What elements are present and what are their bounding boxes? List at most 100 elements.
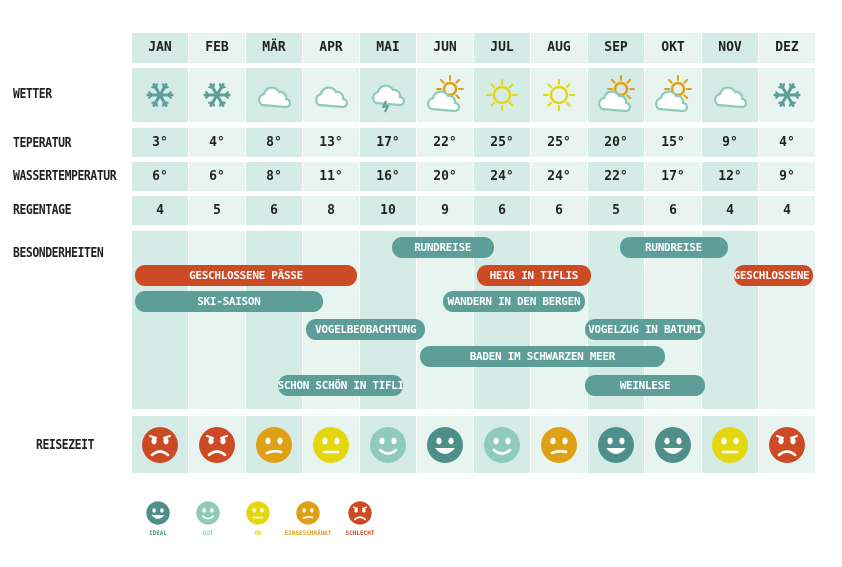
month-header-cell	[531, 33, 587, 63]
events-column	[759, 231, 815, 409]
legend-label: OK	[254, 530, 262, 537]
water-temperature-value: 24°	[490, 169, 514, 184]
water-temperature-value: 11°	[319, 169, 343, 184]
temperature-value-cell	[531, 128, 587, 157]
temperature-value: 3°	[152, 135, 168, 150]
event-bar: RUNDREISE	[619, 237, 728, 258]
rain-days-value-cell	[303, 196, 359, 225]
month-header-cell	[417, 33, 473, 63]
water-temperature-value-cell	[645, 162, 701, 191]
month-header-cell	[360, 33, 416, 63]
face-ok-icon	[311, 425, 351, 465]
face-schlecht-icon	[767, 425, 807, 465]
event-bar: SKI-SAISON	[135, 291, 323, 312]
rain-days-value: 4	[726, 203, 734, 218]
temperature-value-cell	[132, 128, 188, 157]
face-ideal-icon	[425, 425, 465, 465]
events-column	[474, 231, 530, 409]
temperature-value-cell	[588, 128, 644, 157]
month-header-cell	[645, 33, 701, 63]
face-gut-icon	[368, 425, 408, 465]
water-temperature-value-cell	[132, 162, 188, 191]
temperature-value: 9°	[722, 135, 738, 150]
month-header: NOV	[718, 40, 742, 55]
row-label-reisezeit: REISEZEIT	[36, 438, 95, 453]
month-header: DEZ	[775, 40, 799, 55]
rain-days-value: 5	[612, 203, 620, 218]
legend-label: IDEAL	[148, 530, 168, 537]
face-ideal-icon	[596, 425, 636, 465]
water-temperature-value: 22°	[604, 169, 628, 184]
partly-sunny-icon	[596, 75, 636, 115]
events-column	[531, 231, 587, 409]
event-bar: HEIß IN TIFLIS	[477, 265, 591, 286]
water-temperature-value-cell	[246, 162, 302, 191]
month-header-cell	[303, 33, 359, 63]
row-label-wetter: WETTER	[13, 87, 52, 102]
rain-days-value: 4	[783, 203, 791, 218]
legend-face-ideal-icon	[145, 500, 171, 526]
face-ideal-icon	[653, 425, 693, 465]
row-label-besonderheiten: BESONDERHEITEN	[13, 246, 104, 261]
face-gut-icon	[482, 425, 522, 465]
face-eingeschraenkt-icon	[539, 425, 579, 465]
snow-icon	[197, 75, 237, 115]
rain-days-value-cell	[417, 196, 473, 225]
rain-days-value-cell	[531, 196, 587, 225]
legend-face-eingeschraenkt-icon	[295, 500, 321, 526]
temperature-value-cell	[417, 128, 473, 157]
face-eingeschraenkt-icon	[254, 425, 294, 465]
row-label-temperatur: TEPERATUR	[13, 136, 72, 151]
rain-days-value: 6	[555, 203, 563, 218]
temperature-value: 13°	[319, 135, 343, 150]
event-bar: VOGELBEOBACHTUNG	[306, 319, 426, 340]
water-temperature-value: 6°	[152, 169, 168, 184]
row-label-wassertemperatur: WASSERTEMPERATUR	[13, 169, 117, 184]
legend-face-schlecht-icon	[347, 500, 373, 526]
month-header: OKT	[661, 40, 685, 55]
rain-days-value: 6	[498, 203, 506, 218]
event-bar: VOGELZUG IN BATUMI	[585, 319, 705, 340]
temperature-value: 22°	[433, 135, 457, 150]
rain-days-value-cell	[132, 196, 188, 225]
rain-days-value-cell	[702, 196, 758, 225]
temperature-value: 25°	[490, 135, 514, 150]
rain-days-value: 4	[156, 203, 164, 218]
legend-face-gut-icon	[195, 500, 221, 526]
face-ok-icon	[710, 425, 750, 465]
month-header-cell	[759, 33, 815, 63]
water-temperature-value-cell	[360, 162, 416, 191]
rain-days-value-cell	[588, 196, 644, 225]
event-bar: GESCHLOSSENE PÄSSE	[733, 265, 813, 286]
month-header: JUN	[433, 40, 457, 55]
events-column	[189, 231, 245, 409]
water-temperature-value-cell	[531, 162, 587, 191]
legend-label: SCHLECHT	[345, 530, 375, 537]
water-temperature-value: 12°	[718, 169, 742, 184]
water-temperature-value: 17°	[661, 169, 685, 184]
month-header: AUG	[547, 40, 571, 55]
water-temperature-value: 20°	[433, 169, 457, 184]
events-column	[132, 231, 188, 409]
event-bar: GESCHLOSSENE PÄSSE	[135, 265, 357, 286]
month-header-cell	[702, 33, 758, 63]
event-bar: RUNDREISE	[391, 237, 494, 258]
water-temperature-value-cell	[303, 162, 359, 191]
temperature-value: 25°	[547, 135, 571, 150]
temperature-value-cell	[189, 128, 245, 157]
partly-sunny-icon	[425, 75, 465, 115]
water-temperature-value-cell	[189, 162, 245, 191]
event-bar: WEINLESE	[585, 375, 705, 396]
event-bar: WANDERN IN DEN BERGEN	[442, 291, 585, 312]
month-header: JAN	[148, 40, 172, 55]
cloud-icon	[311, 75, 351, 115]
sun-icon	[539, 75, 579, 115]
temperature-value-cell	[360, 128, 416, 157]
month-header: FEB	[205, 40, 229, 55]
events-column	[417, 231, 473, 409]
water-temperature-value: 6°	[209, 169, 225, 184]
temperature-value: 8°	[266, 135, 282, 150]
rain-days-value-cell	[759, 196, 815, 225]
legend-label: GUT	[202, 530, 214, 537]
temperature-value: 4°	[779, 135, 795, 150]
